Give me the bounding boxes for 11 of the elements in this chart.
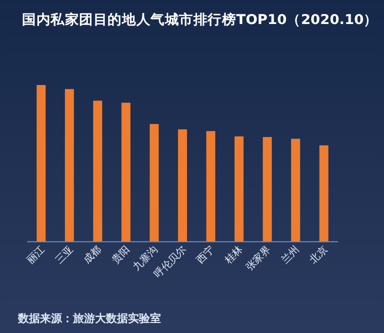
x-tick-label: 桂林: [222, 243, 246, 267]
x-tick-label: 张家界: [244, 243, 274, 274]
x-tick-label: 贵阳: [109, 243, 132, 266]
x-tick-label: 丽江: [24, 243, 48, 266]
chart-title: 国内私家团目的地人气城市排行榜TOP10（2020.10）: [22, 11, 378, 28]
x-tick-label: 三亚: [54, 244, 76, 266]
source-note: 数据来源：旅游大数据实验室: [17, 312, 161, 325]
x-tick-label: 成都: [81, 243, 104, 266]
x-tick-label: 西宁: [194, 243, 217, 266]
x-tick-label: 北京: [307, 243, 330, 266]
x-tick-label: 兰州: [279, 243, 302, 266]
